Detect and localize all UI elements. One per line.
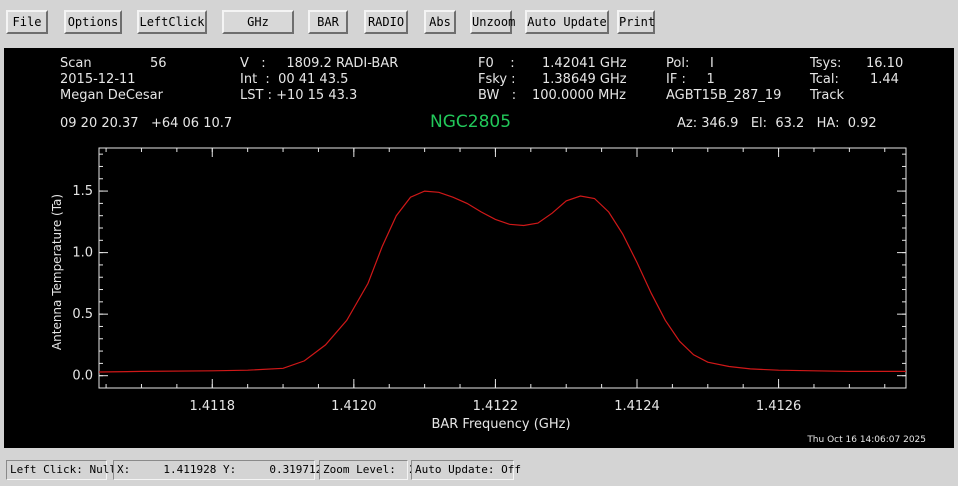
source-coordinates: 09 20 20.37 +64 06 10.7: [60, 116, 233, 131]
print-button[interactable]: Print: [617, 10, 655, 34]
if-line: IF : 1: [666, 72, 715, 87]
fsky-value: 1.38649 GHz: [542, 72, 627, 87]
y-tick-label: 1.5: [72, 184, 93, 199]
x-tick-label: 1.4120: [331, 399, 377, 414]
unzoom-button[interactable]: Unzoom: [470, 10, 515, 34]
scan-value: 56: [150, 56, 167, 71]
auto-update-status: Auto Update: Off: [411, 460, 521, 480]
x-tick-label: 1.4126: [756, 399, 802, 414]
left-click-status: Left Click: Null: [6, 460, 116, 480]
project-id: AGBT15B_287_19: [666, 88, 782, 103]
cursor-xy-status: X: 1.411928 Y: 0.3197124: [113, 460, 329, 480]
observer: Megan DeCesar: [60, 88, 163, 103]
x-tick-label: 1.4124: [614, 399, 660, 414]
x-axis-label: BAR Frequency (GHz): [431, 417, 570, 432]
integration-line: Int : 00 41 43.5: [240, 72, 349, 87]
scan-label: Scan: [60, 56, 92, 71]
f0-label: F0 :: [478, 56, 515, 71]
y-tick-label: 0.0: [72, 369, 93, 384]
spectrum-line: [98, 190, 906, 373]
plot-window[interactable]: Scan 56 2015-12-11 Megan DeCesar V : 180…: [4, 48, 954, 448]
ghz-button[interactable]: GHz: [222, 10, 294, 34]
tsys-label: Tsys:: [810, 56, 842, 71]
date: 2015-12-11: [60, 72, 136, 87]
fsky-label: Fsky :: [478, 72, 516, 87]
y-tick-label: 1.0: [72, 246, 93, 261]
track-mode: Track: [810, 88, 845, 103]
y-tick-label: 0.5: [72, 307, 93, 322]
pol-line: Pol: I: [666, 56, 714, 71]
velocity-line: V : 1809.2 RADI-BAR: [240, 56, 399, 71]
tsys-value: 16.10: [866, 56, 904, 71]
x-tick-label: 1.4118: [190, 399, 236, 414]
toolbar: File Options LeftClick GHz BAR RADIO Abs…: [0, 0, 958, 44]
y-axis-label: Antenna Temperature (Ta): [50, 194, 64, 350]
plot-frame: [98, 147, 907, 389]
leftclick-button[interactable]: LeftClick: [137, 10, 207, 34]
abs-button[interactable]: Abs: [424, 10, 456, 34]
lst-line: LST : +10 15 43.3: [240, 88, 358, 103]
tcal-value: 1.44: [870, 72, 899, 87]
tcal-label: Tcal:: [810, 72, 839, 87]
file-button[interactable]: File: [6, 10, 48, 34]
spectrum-chart[interactable]: BAR Frequency (GHz) Antenna Temperature …: [4, 48, 954, 448]
bar-button[interactable]: BAR: [308, 10, 348, 34]
timestamp: Thu Oct 16 14:06:07 2025: [806, 435, 926, 445]
zoom-level-status: Zoom Level: 2: [319, 460, 416, 480]
radio-button[interactable]: RADIO: [364, 10, 408, 34]
source-name: NGC2805: [430, 112, 512, 132]
bw-label: BW :: [478, 88, 517, 103]
bw-value: 100.0000 MHz: [532, 88, 626, 103]
az-el-ha: Az: 346.9 El: 63.2 HA: 0.92: [677, 116, 877, 131]
options-button[interactable]: Options: [64, 10, 122, 34]
auto-update-button[interactable]: Auto Update: [525, 10, 609, 34]
x-tick-label: 1.4122: [473, 399, 519, 414]
f0-value: 1.42041 GHz: [542, 56, 627, 71]
